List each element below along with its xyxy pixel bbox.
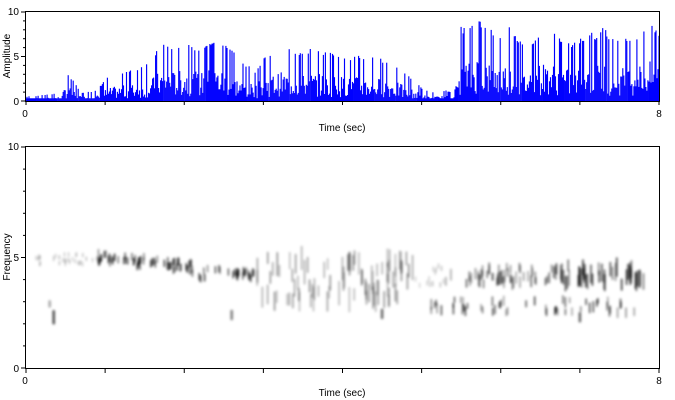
waveform-y-tick-label-low: 0 <box>13 97 19 108</box>
spectrogram-y-tick-label-mid: 5 <box>13 253 19 264</box>
spectrogram-y-tick-label-low: 0 <box>13 364 19 375</box>
waveform-x-ticks <box>25 101 660 105</box>
waveform-x-tick-label-last: 8 <box>656 109 662 120</box>
waveform-x-axis-label: Time (sec) <box>319 123 366 134</box>
waveform-area <box>25 21 660 101</box>
spectrogram-y-axis-label: Frequency <box>2 233 13 280</box>
spectrogram-x-axis-label: Time (sec) <box>319 388 366 399</box>
spectrogram-image <box>35 245 645 325</box>
spectrogram-y-ticks <box>21 146 25 369</box>
spectrogram-panel: 0 8 0 5 10 Time (sec) Frequency <box>2 142 662 399</box>
waveform-panel: 0 8 0 5 10 Time (sec) Amplitude <box>2 7 662 134</box>
waveform-x-tick-label-first: 0 <box>22 109 28 120</box>
waveform-y-tick-label-mid: 5 <box>13 52 19 63</box>
spectrogram-y-tick-label-high: 10 <box>8 142 20 153</box>
waveform-y-axis-label: Amplitude <box>2 33 13 78</box>
spectrogram-x-tick-label-first: 0 <box>22 376 28 387</box>
spectrogram-x-ticks <box>25 368 660 373</box>
waveform-y-ticks <box>21 11 25 102</box>
waveform-y-tick-label-high: 10 <box>8 7 20 18</box>
spectrogram-x-tick-label-last: 8 <box>656 376 662 387</box>
